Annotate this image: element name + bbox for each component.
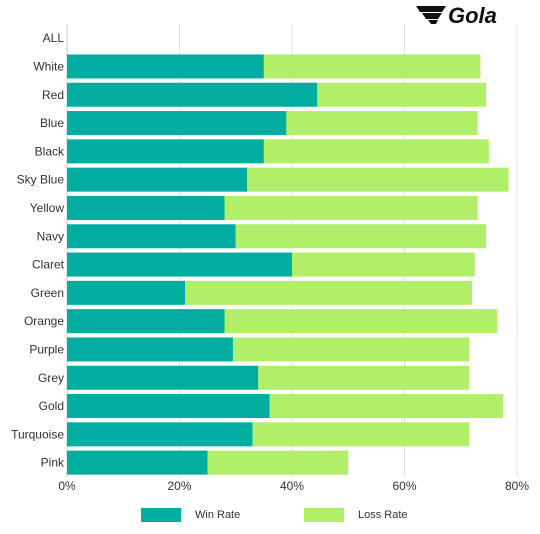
- bar-loss-rate[interactable]: [263, 139, 489, 164]
- bar-loss-rate[interactable]: [232, 337, 470, 362]
- bar-win-rate[interactable]: [67, 365, 259, 390]
- bar-win-rate[interactable]: [67, 167, 247, 192]
- x-tick-label: 40%: [280, 479, 304, 493]
- bar-loss-rate[interactable]: [247, 167, 509, 192]
- bar-loss-rate[interactable]: [235, 224, 487, 249]
- legend-label-win: Win Rate: [195, 509, 241, 521]
- bar-loss-rate[interactable]: [292, 252, 475, 277]
- legend-item-loss[interactable]: Loss Rate: [304, 508, 408, 522]
- bar-win-rate[interactable]: [67, 139, 264, 164]
- category-label: Orange: [24, 314, 64, 328]
- bar-win-rate[interactable]: [67, 54, 264, 79]
- bar-win-rate[interactable]: [67, 82, 318, 107]
- bar-win-rate[interactable]: [67, 195, 225, 220]
- bar-loss-rate[interactable]: [224, 195, 478, 220]
- wings-icon: [416, 6, 446, 24]
- legend-swatch-loss: [304, 508, 344, 522]
- category-label: Grey: [38, 371, 64, 385]
- bar-win-rate[interactable]: [67, 337, 233, 362]
- category-label: Claret: [32, 258, 65, 272]
- x-tick-label: 0%: [58, 479, 76, 493]
- bar-loss-rate[interactable]: [263, 54, 481, 79]
- category-label: Navy: [37, 229, 64, 243]
- bar-loss-rate[interactable]: [269, 394, 503, 419]
- category-label: Purple: [29, 342, 64, 356]
- category-label: Sky Blue: [17, 173, 65, 187]
- x-tick-label: 80%: [505, 479, 529, 493]
- legend-label-loss: Loss Rate: [358, 509, 408, 521]
- bar-win-rate[interactable]: [67, 422, 253, 447]
- category-label: Black: [35, 144, 65, 158]
- category-label: Gold: [39, 399, 64, 413]
- category-label: Blue: [40, 116, 64, 130]
- x-tick-label: 20%: [167, 479, 191, 493]
- bar-loss-rate[interactable]: [185, 280, 472, 305]
- category-label: Pink: [41, 456, 65, 470]
- bar-win-rate[interactable]: [67, 252, 292, 277]
- bars: [67, 54, 509, 475]
- category-label: Green: [31, 286, 64, 300]
- category-label: White: [33, 59, 64, 73]
- bar-loss-rate[interactable]: [207, 450, 349, 475]
- bar-loss-rate[interactable]: [258, 365, 470, 390]
- legend-swatch-win: [141, 508, 181, 522]
- x-tick-labels: 0% 20% 40% 60% 80%: [58, 479, 529, 493]
- category-label: Red: [42, 88, 64, 102]
- category-label: Yellow: [30, 201, 65, 215]
- bar-win-rate[interactable]: [67, 111, 287, 136]
- legend: Win Rate Loss Rate: [0, 508, 540, 528]
- bar-loss-rate[interactable]: [224, 309, 498, 334]
- logo-text: Gola: [448, 3, 497, 28]
- bar-loss-rate[interactable]: [286, 111, 478, 136]
- bar-win-rate[interactable]: [67, 450, 208, 475]
- bar-win-rate[interactable]: [67, 394, 270, 419]
- bar-win-rate[interactable]: [67, 280, 186, 305]
- legend-item-win[interactable]: Win Rate: [141, 508, 240, 522]
- bar-loss-rate[interactable]: [317, 82, 487, 107]
- category-labels: ALL White Red Blue Black Sky Blue Yellow Navy Cl…: [11, 31, 65, 470]
- bar-win-rate[interactable]: [67, 309, 225, 334]
- category-label: ALL: [43, 31, 65, 45]
- bar-win-rate[interactable]: [67, 224, 236, 249]
- category-label: Turquoise: [11, 427, 64, 441]
- bar-loss-rate[interactable]: [252, 422, 470, 447]
- x-tick-label: 60%: [392, 479, 416, 493]
- gola-logo: Gola: [416, 3, 497, 28]
